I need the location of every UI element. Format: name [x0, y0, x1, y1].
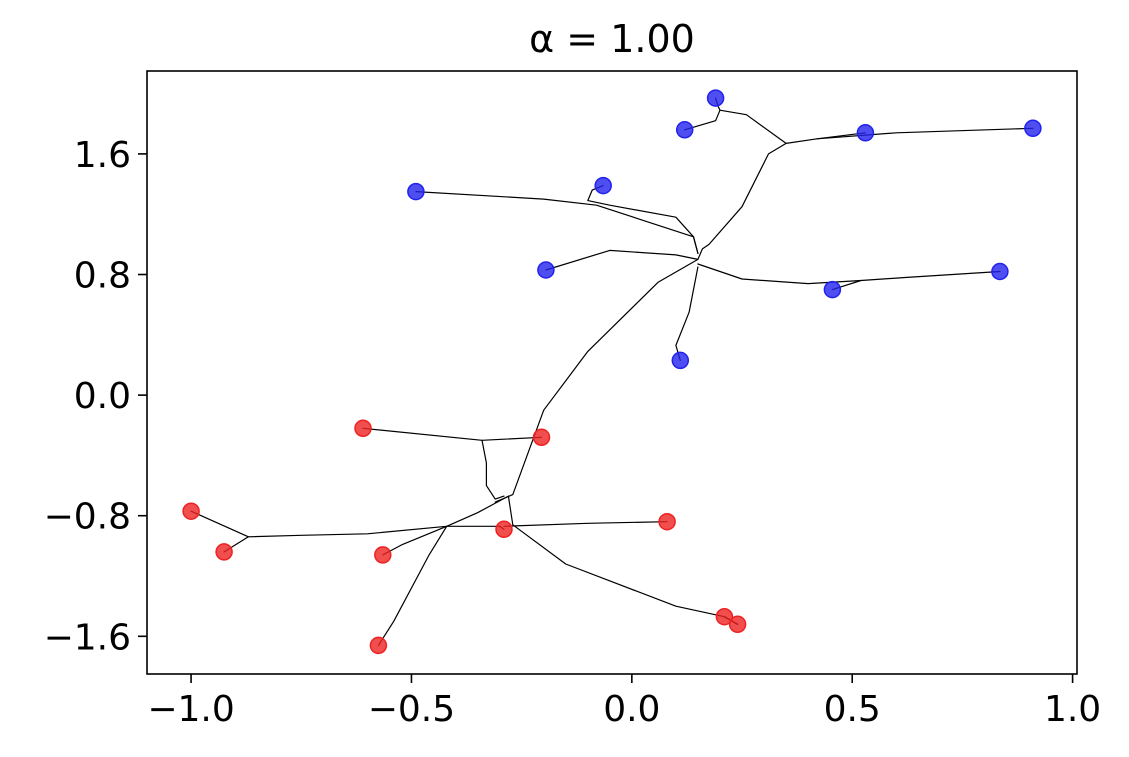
red-point: [354, 419, 372, 438]
data-points: [182, 89, 1042, 655]
tree-edge: [545, 249, 699, 271]
y-tick-label: 1.6: [74, 135, 131, 176]
tree-edge: [503, 521, 668, 527]
tree-edge: [684, 109, 721, 131]
tree-edge: [481, 439, 505, 500]
red-point: [374, 546, 392, 564]
blue-point: [823, 280, 842, 299]
tree-edge: [415, 191, 699, 254]
tree-edge: [494, 258, 699, 503]
x-tick-label: −1.0: [147, 689, 234, 730]
tree-edge: [785, 127, 1034, 144]
x-tick-label: 0.0: [603, 689, 660, 730]
y-tick-label: 0.8: [74, 256, 131, 297]
red-point: [369, 636, 388, 655]
red-point: [532, 428, 551, 447]
red-point: [215, 543, 233, 561]
tree-edge: [697, 142, 787, 260]
blue-point: [1024, 119, 1042, 138]
red-point: [495, 520, 513, 539]
blue-point: [706, 89, 725, 107]
red-point: [658, 512, 676, 531]
tree-edge: [831, 270, 1001, 291]
blue-point: [537, 261, 555, 279]
plot-frame: [146, 70, 1078, 675]
blue-point: [407, 182, 425, 201]
x-tick-label: 1.0: [1044, 689, 1101, 730]
y-tick-label: 0.0: [74, 376, 131, 417]
x-tick-label: −0.5: [368, 689, 455, 730]
axes: −1.0 −0.5 0.0 0.5 1.0 −1.6 −0.8 0.0 0.8 1.6: [44, 70, 1101, 730]
blue-point: [594, 176, 612, 195]
blue-point: [856, 124, 875, 142]
tree-edge: [377, 525, 448, 646]
blue-point: [991, 262, 1009, 281]
blue-point: [671, 351, 690, 370]
y-tick-label: −1.6: [44, 617, 131, 658]
y-tick-label: −0.8: [44, 497, 131, 538]
blue-point: [675, 121, 694, 139]
red-point: [715, 607, 734, 626]
red-point: [182, 502, 200, 520]
x-tick-label: 0.5: [824, 689, 881, 730]
chart-title: α = 1.00: [529, 17, 695, 61]
red-point: [728, 615, 747, 634]
